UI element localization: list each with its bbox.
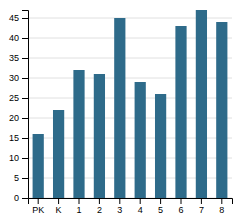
x-tick: 4 <box>138 198 143 215</box>
x-tick-mark <box>160 198 161 204</box>
x-tick: K <box>56 198 62 215</box>
y-tick: 45 <box>9 13 28 23</box>
y-tick-label: 35 <box>9 53 19 63</box>
y-tick-mark <box>22 118 28 119</box>
bars <box>33 10 228 198</box>
x-tick-label: 4 <box>138 205 143 215</box>
x-tick: 6 <box>178 198 183 215</box>
y-axis: 0 5 10 15 20 25 30 35 40 45 <box>9 11 29 204</box>
x-tick: 8 <box>219 198 224 215</box>
y-axis-line <box>22 11 29 199</box>
x-tick-mark <box>58 198 59 204</box>
x-tick: PK <box>32 198 44 215</box>
y-tick-label: 5 <box>14 173 19 183</box>
x-tick-mark <box>119 198 120 204</box>
y-tick-mark <box>22 158 28 159</box>
x-tick-label: 7 <box>199 205 204 215</box>
x-tick-mark <box>38 198 39 204</box>
x-tick-label: 3 <box>117 205 122 215</box>
x-tick-mark <box>99 198 100 204</box>
bar <box>196 10 207 198</box>
x-tick-label: K <box>56 205 62 215</box>
y-tick: 20 <box>9 113 28 123</box>
y-tick-label: 20 <box>9 113 19 123</box>
chart-svg: 051015202530354045PKK12345678 <box>0 0 240 220</box>
x-tick-label: 8 <box>219 205 224 215</box>
x-axis: PK K 1 2 3 4 5 6 7 8 <box>29 198 233 215</box>
y-tick-mark <box>22 138 28 139</box>
y-tick-label: 25 <box>9 93 19 103</box>
plot-area: 051015202530354045PKK12345678 <box>9 10 233 215</box>
y-tick: 0 <box>14 193 28 203</box>
x-tick: 1 <box>76 198 81 215</box>
bar <box>135 82 146 198</box>
x-tick-mark <box>221 198 222 204</box>
y-tick: 10 <box>9 153 28 163</box>
y-tick-mark <box>22 18 28 19</box>
y-tick-label: 45 <box>9 13 19 23</box>
chart-container: 051015202530354045PKK12345678 <box>0 0 240 220</box>
y-tick-mark <box>22 178 28 179</box>
y-tick-label: 40 <box>9 33 19 43</box>
y-tick-mark <box>22 58 28 59</box>
x-tick: 2 <box>97 198 102 215</box>
y-tick-label: 15 <box>9 133 19 143</box>
y-tick: 40 <box>9 33 28 43</box>
bar <box>53 110 64 198</box>
x-tick: 7 <box>199 198 204 215</box>
bar <box>33 134 44 198</box>
y-tick-label: 30 <box>9 73 19 83</box>
x-tick: 5 <box>158 198 163 215</box>
x-tick-mark <box>140 198 141 204</box>
y-tick-mark <box>22 38 28 39</box>
x-tick-label: 2 <box>97 205 102 215</box>
bar <box>94 74 105 198</box>
x-tick: 3 <box>117 198 122 215</box>
y-tick: 5 <box>14 173 28 183</box>
y-tick-mark <box>22 198 28 199</box>
x-tick-label: 1 <box>76 205 81 215</box>
x-axis-line <box>29 199 233 205</box>
y-tick: 35 <box>9 53 28 63</box>
y-tick-label: 0 <box>14 193 19 203</box>
x-tick-label: 5 <box>158 205 163 215</box>
bar <box>155 94 166 198</box>
y-tick: 25 <box>9 93 28 103</box>
x-tick-label: 6 <box>178 205 183 215</box>
y-tick-mark <box>22 78 28 79</box>
y-tick-label: 10 <box>9 153 19 163</box>
bar <box>175 26 186 198</box>
x-tick-mark <box>201 198 202 204</box>
bar <box>114 18 125 198</box>
x-tick-label: PK <box>32 205 44 215</box>
y-tick-mark <box>22 98 28 99</box>
bar <box>73 70 84 198</box>
x-tick-mark <box>181 198 182 204</box>
y-tick: 15 <box>9 133 28 143</box>
x-tick-mark <box>79 198 80 204</box>
y-tick: 30 <box>9 73 28 83</box>
bar <box>216 22 227 198</box>
